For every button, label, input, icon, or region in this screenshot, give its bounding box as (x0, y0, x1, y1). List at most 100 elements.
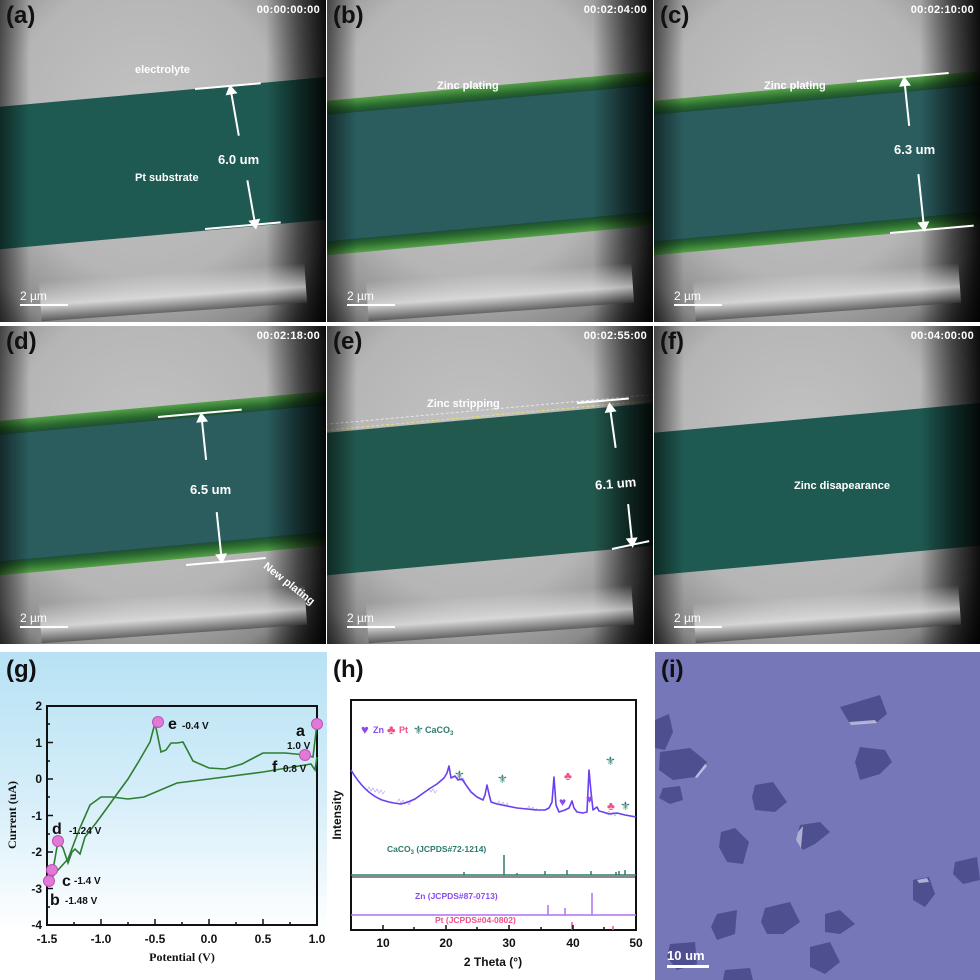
marker-a (311, 718, 323, 730)
x-tick-labels: 10 20 30 40 50 (376, 936, 643, 950)
shadow-left (327, 326, 357, 644)
svg-text:0.5: 0.5 (255, 932, 272, 946)
panel-label: (c) (660, 2, 690, 29)
x-axis-label: Potential (V) (149, 950, 215, 964)
cv-markers (43, 716, 323, 887)
y-tick-labels: 2 1 0 -1 -2 -3 -4 (31, 699, 42, 932)
svg-text:-2: -2 (31, 845, 42, 859)
sem-surface (655, 652, 980, 980)
scale-label: 2 µm (20, 611, 47, 625)
timestamp: 00:02:10:00 (910, 4, 974, 16)
timestamp: 00:02:55:00 (583, 330, 647, 342)
svg-text:a: a (296, 723, 305, 740)
zn-marker-icon: ♥ (559, 795, 566, 809)
svg-text:-1.4 V: -1.4 V (74, 876, 101, 887)
panel-e-tem-image: (e) 00:02:55:00 Zinc stripping 6.1 um 2 … (327, 326, 653, 644)
shadow-left (654, 326, 684, 644)
y-axis-label: Intensity (330, 790, 344, 840)
scale-bar: 2 µm (20, 289, 68, 306)
timestamp: 00:04:00:00 (910, 330, 974, 342)
marker-e (152, 716, 164, 728)
scale-label: 2 µm (674, 289, 701, 303)
shadow-left (654, 0, 684, 322)
panel-label: (e) (333, 328, 363, 355)
club-icon: ♣ (387, 722, 396, 737)
x-axis-label: 2 Theta (°) (464, 955, 522, 969)
svg-text:-1.0: -1.0 (91, 932, 112, 946)
annotation-pt-substrate: Pt substrate (135, 172, 199, 184)
caco3-marker-icon: ⚜ (620, 799, 631, 813)
svg-text:30: 30 (502, 936, 516, 950)
thickness-measurement: 6.3 um (894, 142, 936, 157)
xrd-pattern-curve (350, 765, 637, 818)
panel-d-tem-image: (d) 00:02:18:00 6.5 um New plating 2 µm (0, 326, 326, 644)
cv-curve-upper (48, 722, 318, 882)
panel-label: (g) (6, 656, 37, 683)
scale-label: 10 um (667, 948, 705, 963)
timestamp: 00:02:18:00 (256, 330, 320, 342)
svg-text:1.0: 1.0 (309, 932, 326, 946)
ref-zn-peaks (547, 893, 593, 915)
svg-text:d: d (52, 821, 62, 838)
svg-text:40: 40 (566, 936, 580, 950)
svg-text:10: 10 (376, 936, 390, 950)
panel-g-cv-chart: (g) 2 1 0 -1 -2 -3 -4 -1.5 -1.0 - (0, 652, 327, 980)
legend-caco3: CaCO3 (425, 725, 454, 737)
svg-text:-1.5: -1.5 (37, 932, 58, 946)
annotation-zinc-plating: Zinc plating (764, 80, 826, 92)
legend-pt: Pt (399, 725, 408, 735)
zn-marker-icon: ♥ (586, 792, 593, 806)
svg-text:-3: -3 (31, 882, 42, 896)
plot-frame (350, 699, 637, 931)
panel-label: (h) (333, 656, 364, 683)
caco3-marker-icon: ⚜ (497, 772, 508, 786)
scale-bar: 2 µm (347, 611, 395, 628)
svg-text:0: 0 (35, 772, 42, 786)
annotation-zinc-stripping: Zinc stripping (427, 398, 500, 410)
svg-text:-1: -1 (31, 809, 42, 823)
panel-c-tem-image: (c) 00:02:10:00 Zinc plating 6.3 um 2 µm (654, 0, 980, 322)
svg-text:c: c (62, 873, 71, 890)
x-ticks (382, 925, 605, 930)
shadow-left (0, 0, 30, 322)
heart-icon: ♥ (361, 722, 369, 737)
svg-text:0.8 V: 0.8 V (283, 764, 307, 775)
panel-label: (d) (6, 328, 37, 355)
thickness-measurement: 6.0 um (218, 152, 260, 167)
scale-bar: 10 um (667, 948, 709, 968)
ref-pt-peaks (571, 922, 614, 930)
thickness-measurement: 6.5 um (190, 482, 232, 497)
scale-bar: 2 µm (347, 289, 395, 306)
panel-b-tem-image: (b) 00:02:04:00 Zinc plating 2 µm (327, 0, 653, 322)
y-axis-label: Current (uA) (5, 781, 19, 849)
annotation-zinc-plating: Zinc plating (437, 80, 499, 92)
panel-i-sem-image: (i) 10 um (655, 652, 980, 980)
panel-label: (a) (6, 2, 36, 29)
svg-text:-0.5: -0.5 (145, 932, 166, 946)
panel-f-tem-image: (f) 00:04:00:00 Zinc disapearance 2 µm (654, 326, 980, 644)
cv-point-labels: a 1.0 V b -1.48 V c -1.4 V d -1.24 V e -… (50, 716, 311, 909)
scale-bar: 2 µm (674, 289, 722, 306)
svg-text:1: 1 (35, 736, 42, 750)
xrd-plot: ♥ Zn ♣ Pt ⚜ CaCO3 ⚜ ⚜ ♥ ♣ ♥ ⚜ ♣ ⚜ CaCO3 … (330, 699, 643, 969)
cv-plot: 2 1 0 -1 -2 -3 -4 -1.5 -1.0 -0.5 0.0 0.5… (5, 699, 326, 964)
scale-label: 2 µm (674, 611, 701, 625)
shadow-left (0, 326, 30, 644)
svg-text:b: b (50, 892, 60, 909)
caco3-marker-icon: ⚜ (454, 768, 465, 782)
panel-a-tem-image: (a) 00:00:00:00 electrolyte Pt substrate… (0, 0, 326, 322)
plot-frame (46, 705, 318, 926)
svg-text:-0.4 V: -0.4 V (182, 721, 209, 732)
xrd-noise (366, 776, 618, 817)
scale-label: 2 µm (347, 289, 374, 303)
scale-label: 2 µm (347, 611, 374, 625)
scale-label: 2 µm (20, 289, 47, 303)
panel-label: (b) (333, 2, 364, 29)
cv-curve-lower (48, 756, 318, 882)
marker-d (52, 835, 64, 847)
ref-pt-label: Pt (JCPDS#04-0802) (435, 915, 516, 925)
svg-text:f: f (272, 759, 278, 776)
svg-text:1.0 V: 1.0 V (287, 741, 311, 752)
svg-text:-1.24 V: -1.24 V (69, 826, 102, 837)
panel-label: (i) (661, 656, 684, 683)
